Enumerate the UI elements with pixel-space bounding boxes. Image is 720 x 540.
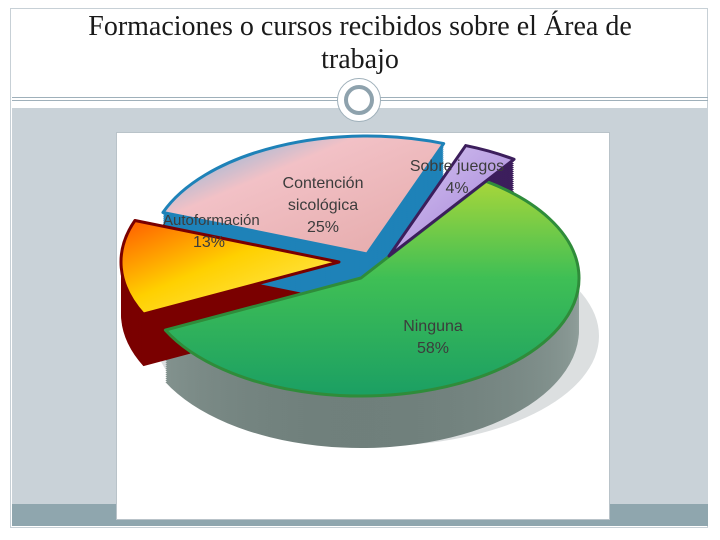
- pie-label-line: Sobre juegos: [410, 158, 504, 175]
- pie-label-line: 13%: [193, 234, 225, 251]
- pie-slice-ninguna: [163, 179, 581, 398]
- pie-label-line: 4%: [445, 180, 468, 197]
- ring-ornament-icon: [337, 78, 381, 122]
- pie-label-line: Autoformación: [163, 212, 260, 229]
- pie-chart-svg: Ninguna 58% Autoformación 13% Contención sico…: [119, 134, 599, 448]
- title-line-2: trabajo: [321, 44, 399, 75]
- pie-chart: Ninguna 58% Autoformación 13% Contención sico…: [116, 132, 610, 520]
- pie-slice-contenci-n-sicol-gica: [161, 134, 446, 256]
- pie-slice-autoformaci-n: [119, 218, 341, 316]
- pie-label-line: 25%: [307, 219, 339, 236]
- pie-label-line: sicológica: [288, 197, 358, 214]
- pie-label-line: Ninguna: [403, 318, 463, 335]
- pie-label-ninguna: Ninguna 58%: [403, 318, 463, 357]
- pie-label-line: Contención: [283, 175, 364, 192]
- pie-label-sobre-juegos: Sobre juegos 4%: [410, 158, 504, 197]
- pie-label-line: 58%: [417, 340, 449, 357]
- title-line-1: Formaciones o cursos recibidos sobre el …: [88, 11, 632, 42]
- pie-label-autoformaci-n: Autoformación 13%: [163, 212, 260, 251]
- pie-label-contenci-n-sicol-gica: Contención sicológica 25%: [283, 175, 364, 236]
- slide-title: Formaciones o cursos recibidos sobre el …: [12, 8, 708, 98]
- pie-slice-sobre-juegos: [387, 144, 516, 258]
